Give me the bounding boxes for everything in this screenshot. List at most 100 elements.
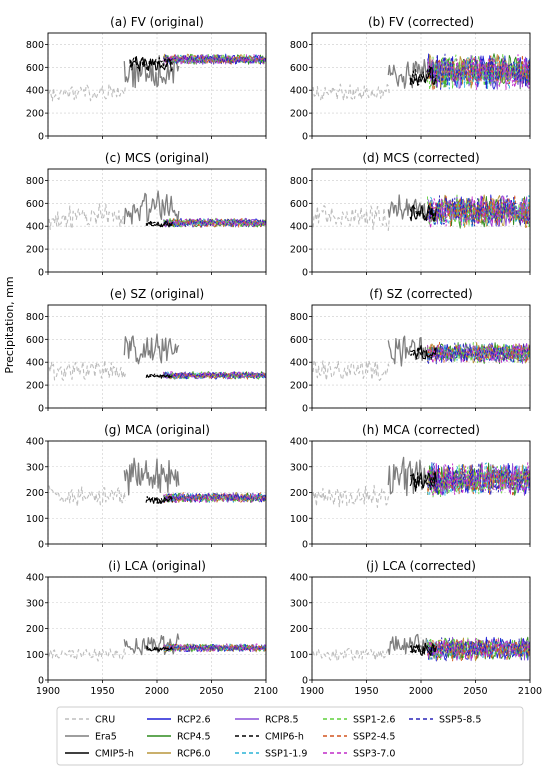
series-ssp3-7-0 <box>163 54 266 66</box>
series-cru <box>48 359 126 381</box>
y-tick-label: 200 <box>26 381 44 392</box>
x-tick-label: 2000 <box>145 686 169 697</box>
panel-9: (i) LCA (original) 0 100 200 300 400 1900 1950 2… <box>26 559 278 697</box>
series-ssp1-2-6 <box>163 217 266 228</box>
y-tick-label: 0 <box>302 132 308 143</box>
legend-box <box>56 706 524 766</box>
series-cru <box>312 205 390 231</box>
y-tick-label: 800 <box>26 312 44 323</box>
panel-2: (b) FV (corrected) 0 200 400 600 800 <box>290 15 531 143</box>
panel-title: (i) LCA (original) <box>108 559 206 573</box>
series-group <box>312 53 530 101</box>
y-tick-label: 600 <box>290 335 308 346</box>
panel-title: (d) MCS (corrected) <box>362 151 479 165</box>
panel-frame <box>311 440 531 545</box>
series-group <box>48 333 266 381</box>
series-group <box>48 190 266 231</box>
series-cmip6-h <box>145 221 173 228</box>
y-tick-label: 400 <box>26 437 44 448</box>
panel-title: (j) LCA (corrected) <box>366 559 476 573</box>
series-cmip5-h <box>409 204 437 222</box>
y-tick-label: 200 <box>26 624 44 635</box>
y-axis-label: Precipitation, mm <box>3 276 16 373</box>
y-tick-label: 0 <box>302 404 308 415</box>
panel-frame <box>47 32 267 137</box>
panel-frame <box>47 576 267 681</box>
y-tick-label: 400 <box>26 222 44 233</box>
y-tick-label: 0 <box>38 404 44 415</box>
series-cmip5-h <box>145 374 173 379</box>
y-tick-label: 600 <box>26 335 44 346</box>
series-era5 <box>123 633 180 656</box>
y-tick-label: 200 <box>290 381 308 392</box>
series-ssp2-4-5 <box>163 643 266 653</box>
series-ssp5-8-5 <box>163 371 266 380</box>
y-tick-label: 300 <box>290 598 308 609</box>
series-ssp5-8-5 <box>427 462 530 496</box>
panel-title: (c) MCS (original) <box>105 151 209 165</box>
series-ssp1-2-6 <box>427 53 530 90</box>
y-tick-label: 0 <box>302 676 308 687</box>
series-cmip5-h <box>409 344 437 360</box>
y-tick-label: 400 <box>26 573 44 584</box>
x-tick-label: 1950 <box>90 686 114 697</box>
y-tick-label: 200 <box>290 488 308 499</box>
series-cru <box>312 83 390 101</box>
series-ssp3-7-0 <box>427 54 530 90</box>
series-era5 <box>387 335 428 367</box>
panel-7: (g) MCA (original) 0 100 200 300 400 <box>26 423 267 551</box>
series-ssp5-8-5 <box>427 342 530 365</box>
panel-title: (e) SZ (original) <box>110 287 204 301</box>
legend-label: CRU <box>95 715 115 726</box>
legend-label: RCP6.0 <box>177 749 211 760</box>
y-tick-label: 400 <box>26 358 44 369</box>
y-tick-label: 100 <box>26 650 44 661</box>
series-ssp1-1-9 <box>163 54 266 64</box>
panel-frame <box>47 168 267 273</box>
series-cmip6-h <box>409 205 437 221</box>
y-tick-label: 100 <box>290 650 308 661</box>
panel-6: (f) SZ (corrected) 0 200 400 600 800 <box>290 287 531 415</box>
series-ssp5-8-5 <box>163 218 266 228</box>
series-ssp3-7-0 <box>427 462 530 496</box>
y-tick-label: 200 <box>26 245 44 256</box>
y-tick-label: 600 <box>26 63 44 74</box>
series-cru <box>312 484 390 508</box>
series-ssp5-8-5 <box>427 195 530 227</box>
legend-label: RCP2.6 <box>177 715 211 726</box>
y-tick-label: 100 <box>26 514 44 525</box>
y-tick-label: 0 <box>302 268 308 279</box>
legend-label: SSP1-1.9 <box>265 749 307 760</box>
x-tick-label: 2100 <box>518 686 542 697</box>
y-tick-label: 200 <box>26 109 44 120</box>
panel-frame <box>47 440 267 545</box>
panel-title: (g) MCA (original) <box>104 423 210 437</box>
series-ssp1-2-6 <box>163 371 266 380</box>
series-era5 <box>123 54 180 89</box>
panel-frame <box>311 576 531 681</box>
series-cmip6-h <box>409 65 437 86</box>
legend: CRU Era5 CMIP5-h RCP2.6 RCP4.5 RCP6.0 RCP8.5 CM… <box>56 706 524 766</box>
y-tick-label: 300 <box>26 598 44 609</box>
series-group <box>312 633 530 662</box>
series-ssp5-8-5 <box>427 53 530 89</box>
series-cmip6-h <box>129 56 173 72</box>
y-tick-label: 200 <box>290 245 308 256</box>
y-tick-label: 800 <box>290 312 308 323</box>
y-tick-label: 400 <box>290 437 308 448</box>
panel-frame <box>311 32 531 137</box>
series-group <box>48 633 266 662</box>
y-tick-label: 800 <box>26 176 44 187</box>
y-tick-label: 400 <box>290 358 308 369</box>
y-tick-label: 0 <box>38 132 44 143</box>
series-ssp5-8-5 <box>163 643 266 652</box>
legend-label: SSP3-7.0 <box>353 749 395 760</box>
series-era5 <box>123 190 180 225</box>
y-tick-label: 800 <box>290 176 308 187</box>
x-tick-label: 2000 <box>409 686 433 697</box>
series-era5 <box>123 457 180 496</box>
y-tick-label: 100 <box>290 514 308 525</box>
panel-title: (f) SZ (corrected) <box>369 287 472 301</box>
legend-label: CMIP6-h <box>265 732 304 743</box>
x-tick-label: 1950 <box>354 686 378 697</box>
